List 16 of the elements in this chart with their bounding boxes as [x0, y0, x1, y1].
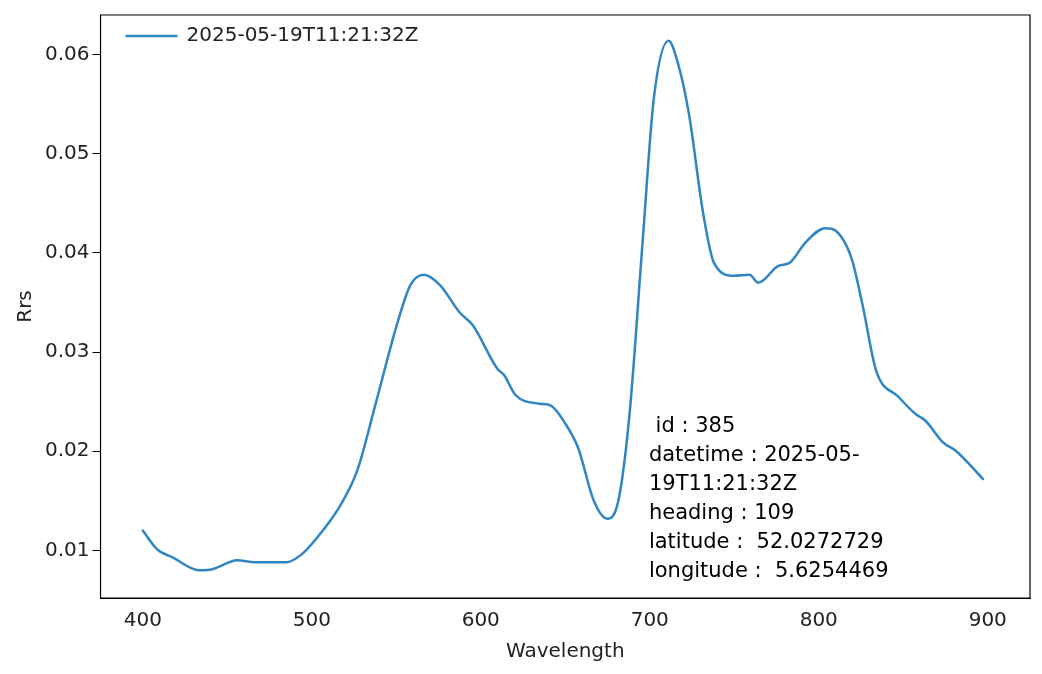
legend-label: 2025-05-19T11:21:32Z — [186, 22, 419, 47]
x-tick-label: 800 — [799, 607, 838, 632]
y-tick-label: 0.05 — [45, 140, 90, 165]
x-tick-label: 900 — [968, 607, 1007, 632]
y-axis-title: Rrs — [12, 290, 37, 323]
x-tick-label: 500 — [292, 607, 331, 632]
y-tick-label: 0.02 — [45, 437, 90, 462]
y-tick-label: 0.01 — [45, 536, 90, 561]
x-tick-label: 400 — [123, 607, 162, 632]
x-tick-label: 600 — [461, 607, 500, 632]
y-tick-label: 0.04 — [45, 239, 90, 264]
y-tick-label: 0.03 — [45, 338, 90, 363]
annotation: id : 385 datetime : 2025-05- 19T11:21:32Z heading : 109 latitude : 52.0272729 longitude : 5.6254469 — [648, 412, 889, 582]
x-tick-label: 700 — [630, 607, 669, 632]
y-tick-label: 0.06 — [45, 40, 90, 65]
x-axis-title: Wavelength — [505, 638, 625, 663]
